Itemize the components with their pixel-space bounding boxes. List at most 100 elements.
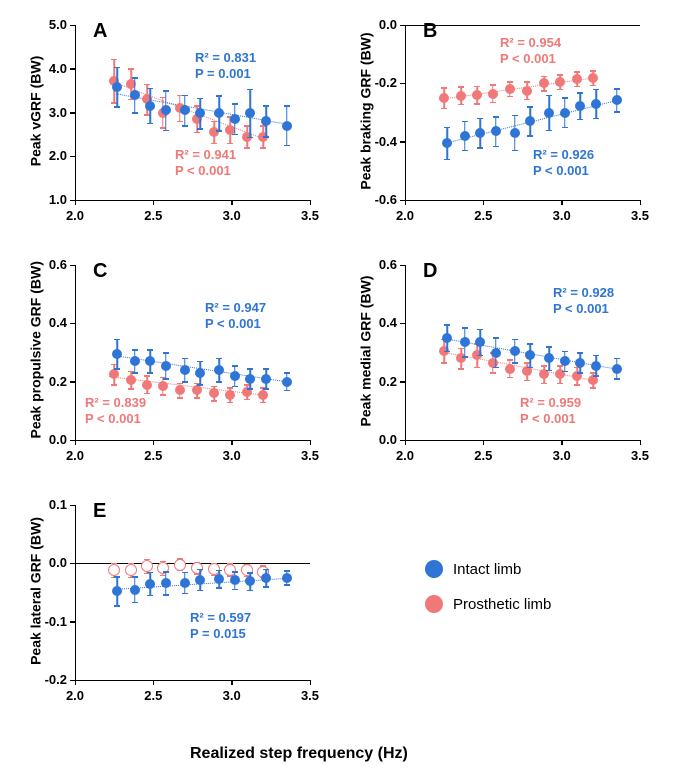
ytick-label: 0.0 [27, 555, 67, 570]
data-point [192, 385, 202, 395]
data-point [282, 377, 292, 387]
data-point [112, 586, 122, 596]
ytick-label: 5.0 [27, 17, 67, 32]
ytick-label: -0.6 [357, 192, 397, 207]
data-point [145, 101, 155, 111]
stat-p: P < 0.001 [175, 163, 231, 178]
stat-r2: R² = 0.831 [195, 50, 256, 65]
xtick-label: 3.0 [217, 208, 247, 223]
xtick-label: 3.0 [547, 448, 577, 463]
xtick-label: 2.5 [138, 448, 168, 463]
ytick-label: -0.4 [357, 134, 397, 149]
data-point [130, 356, 140, 366]
stat-r2: R² = 0.941 [175, 147, 236, 162]
stat-p: P < 0.001 [205, 316, 261, 331]
stat-r2: R² = 0.597 [190, 610, 251, 625]
data-point [505, 364, 515, 374]
data-point [475, 128, 485, 138]
data-point [491, 126, 501, 136]
xtick-label: 2.0 [60, 688, 90, 703]
data-point [442, 138, 452, 148]
legend-prosthetic: Prosthetic limb [425, 595, 551, 613]
stat-r2: R² = 0.947 [205, 300, 266, 315]
ytick-label: 0.4 [357, 315, 397, 330]
data-point [130, 90, 140, 100]
ytick-label: 3.0 [27, 105, 67, 120]
legend-text-prosthetic: Prosthetic limb [453, 596, 551, 613]
data-point [125, 564, 137, 576]
xtick-label: 3.0 [547, 208, 577, 223]
xtick-label: 3.0 [217, 688, 247, 703]
data-point [126, 375, 136, 385]
ytick-label: 0.2 [27, 374, 67, 389]
data-point [161, 105, 171, 115]
panel-label-E: E [93, 500, 106, 523]
data-point [525, 116, 535, 126]
stat-r2: R² = 0.926 [533, 147, 594, 162]
data-point [145, 356, 155, 366]
ytick-label: -0.2 [357, 75, 397, 90]
xtick-label: 2.0 [60, 448, 90, 463]
ytick-label: 0.1 [27, 497, 67, 512]
data-point [261, 573, 271, 583]
data-point [112, 349, 122, 359]
data-point [109, 369, 119, 379]
ytick-label: 0.6 [27, 257, 67, 272]
data-point [560, 108, 570, 118]
data-point [214, 574, 224, 584]
data-point [439, 93, 449, 103]
data-point [145, 579, 155, 589]
ytick-label: 0.0 [357, 432, 397, 447]
stat-p: P < 0.001 [553, 301, 609, 316]
data-point [195, 108, 205, 118]
xtick-label: 2.5 [138, 208, 168, 223]
data-point [241, 564, 253, 576]
data-point [456, 91, 466, 101]
data-point [108, 564, 120, 576]
data-point [510, 346, 520, 356]
xtick-label: 3.5 [295, 208, 325, 223]
data-point [442, 333, 452, 343]
panel-label-D: D [423, 260, 437, 283]
xtick-label: 3.0 [217, 448, 247, 463]
data-point [142, 380, 152, 390]
data-point [575, 358, 585, 368]
data-point [230, 114, 240, 124]
data-point [245, 108, 255, 118]
xtick-label: 3.5 [625, 448, 655, 463]
stat-p: P < 0.001 [520, 411, 576, 426]
legend-text-intact: Intact limb [453, 561, 521, 578]
data-point [130, 585, 140, 595]
legend-intact: Intact limb [425, 560, 521, 578]
data-point [505, 84, 515, 94]
ytick-label: 0.2 [357, 374, 397, 389]
ylabel-C: Peak propulsive GRF (BW) [27, 263, 43, 438]
data-point [230, 371, 240, 381]
data-point [245, 576, 255, 586]
data-point [195, 575, 205, 585]
data-point [230, 575, 240, 585]
data-point [180, 578, 190, 588]
stat-r2: R² = 0.928 [553, 285, 614, 300]
xtick-label: 2.5 [468, 208, 498, 223]
data-point [261, 374, 271, 384]
data-point [591, 361, 601, 371]
xtick-label: 2.0 [390, 208, 420, 223]
data-point [539, 78, 549, 88]
panel-E: EPeak lateral GRF (BW)-0.2-0.10.00.12.02… [75, 505, 310, 680]
panel-B: BPeak braking GRF (BW)-0.6-0.4-0.20.02.0… [405, 25, 640, 200]
ylabel-B: Peak braking GRF (BW) [357, 23, 373, 198]
data-point [175, 385, 185, 395]
legend-dot-prosthetic [425, 595, 443, 613]
ylabel-E: Peak lateral GRF (BW) [27, 503, 43, 678]
data-point [225, 390, 235, 400]
stat-r2: R² = 0.954 [500, 35, 561, 50]
data-point [575, 101, 585, 111]
data-point [161, 578, 171, 588]
xtick-label: 2.5 [468, 448, 498, 463]
xtick-label: 2.5 [138, 688, 168, 703]
stat-r2: R² = 0.839 [85, 395, 146, 410]
xtick-label: 2.0 [60, 208, 90, 223]
ytick-label: 0.6 [357, 257, 397, 272]
data-point [555, 77, 565, 87]
